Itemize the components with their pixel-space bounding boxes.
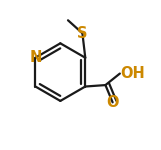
Text: O: O bbox=[106, 95, 119, 110]
Text: OH: OH bbox=[120, 66, 145, 81]
Text: S: S bbox=[77, 26, 88, 41]
Text: N: N bbox=[29, 50, 42, 65]
